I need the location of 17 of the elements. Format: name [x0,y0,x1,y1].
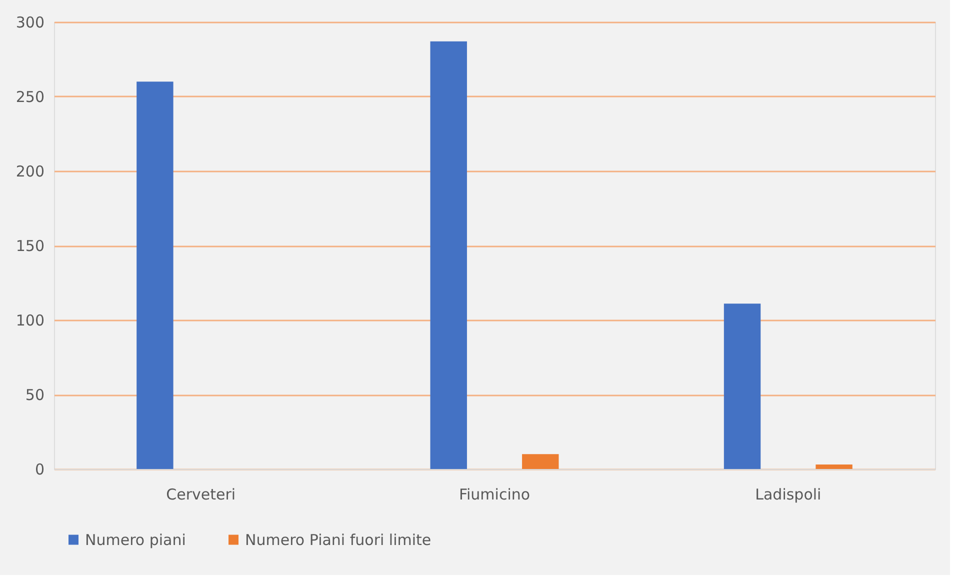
y-tick-label: 250 [16,88,44,106]
bar [430,41,467,469]
y-tick-label: 300 [16,14,44,32]
x-tick-label: Ladispoli [755,486,822,504]
bar [522,454,559,469]
y-tick-label: 50 [25,386,44,404]
x-tick-label: Fiumicino [458,486,530,504]
y-tick-label: 100 [16,312,44,330]
y-tick-label: 0 [34,460,44,478]
y-tick-label: 150 [16,237,44,255]
y-tick-label: 200 [16,162,44,180]
bar [136,82,174,469]
bar [816,464,852,469]
legend-label: Numero Piani fuori limite [245,530,432,549]
x-tick-label: Cerveteri [166,486,236,504]
legend-label: Numero piani [85,530,186,549]
bar [724,304,761,469]
